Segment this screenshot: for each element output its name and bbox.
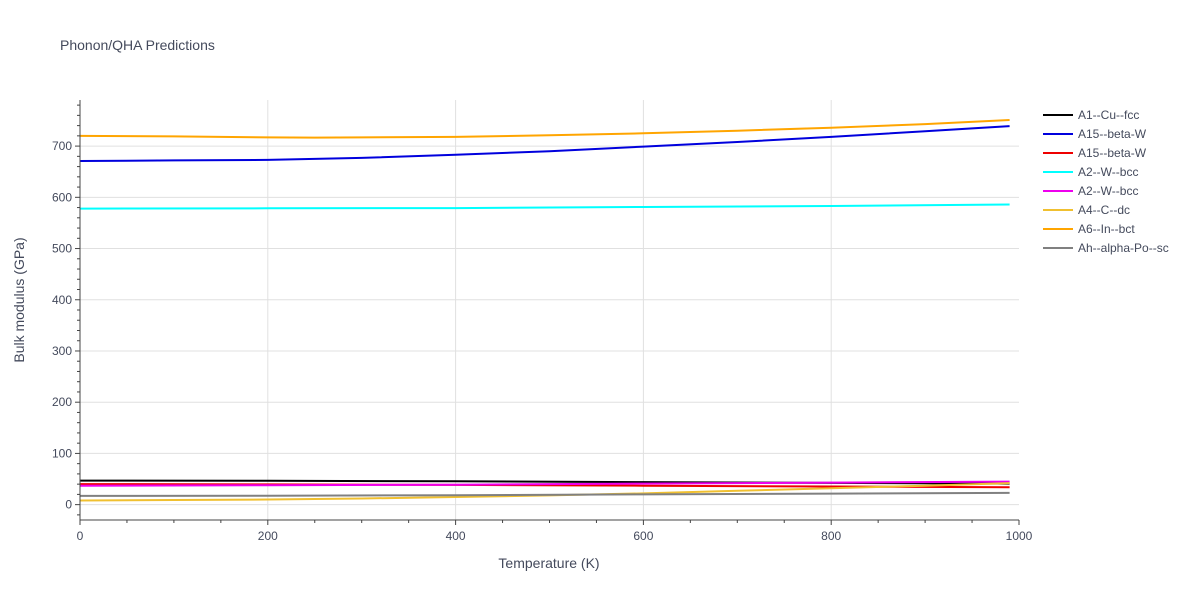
series-line (79, 125, 1010, 162)
y-tick-label: 600 (52, 190, 72, 204)
legend-item[interactable]: A6--In--bct (1043, 222, 1135, 236)
chart-title: Phonon/QHA Predictions (60, 37, 215, 53)
y-tick-label: 400 (52, 293, 72, 307)
legend-item[interactable]: Ah--alpha-Po--sc (1043, 241, 1169, 255)
axes: 0 200 400 600 800 1000 0 100 200 300 400 500 600 700 (52, 100, 1033, 543)
legend-label: A4--C--dc (1078, 203, 1130, 217)
x-tick-label: 0 (77, 529, 84, 543)
legend-label: A15--beta-W (1078, 146, 1147, 160)
legend-label: A2--W--bcc (1078, 184, 1138, 198)
x-axis-title: Temperature (K) (498, 555, 599, 571)
y-tick-label: 200 (52, 395, 72, 409)
legend-label: A1--Cu--fcc (1078, 108, 1139, 122)
legend-item[interactable]: A4--C--dc (1043, 203, 1130, 217)
legend-label: A15--beta-W (1078, 127, 1147, 141)
legend-label: Ah--alpha-Po--sc (1078, 241, 1169, 255)
legend-label: A2--W--bcc (1078, 165, 1138, 179)
x-tick-label: 200 (258, 529, 278, 543)
y-axis-title: Bulk modulus (GPa) (11, 237, 27, 362)
series-line (79, 480, 1010, 487)
legend-item[interactable]: A15--beta-W (1043, 127, 1147, 141)
x-tick-label: 1000 (1006, 529, 1033, 543)
series-line (79, 119, 1010, 139)
x-tick-label: 600 (633, 529, 653, 543)
series-line (79, 491, 1010, 497)
y-tick-label: 0 (65, 498, 72, 512)
grid (80, 100, 1019, 520)
y-tick-label: 300 (52, 344, 72, 358)
legend-item[interactable]: A1--Cu--fcc (1043, 108, 1139, 122)
series-lines (79, 119, 1010, 502)
y-tick-label: 100 (52, 446, 72, 460)
series-line (79, 203, 1010, 210)
y-tick-label: 700 (52, 139, 72, 153)
legend-item[interactable]: A2--W--bcc (1043, 184, 1138, 198)
legend-label: A6--In--bct (1078, 222, 1135, 236)
y-tick-label: 500 (52, 242, 72, 256)
x-tick-label: 400 (446, 529, 466, 543)
legend-item[interactable]: A15--beta-W (1043, 146, 1147, 160)
legend[interactable]: A1--Cu--fcc A15--beta-W A15--beta-W A2--W--… (1043, 108, 1169, 255)
legend-item[interactable]: A2--W--bcc (1043, 165, 1138, 179)
x-tick-label: 800 (821, 529, 841, 543)
